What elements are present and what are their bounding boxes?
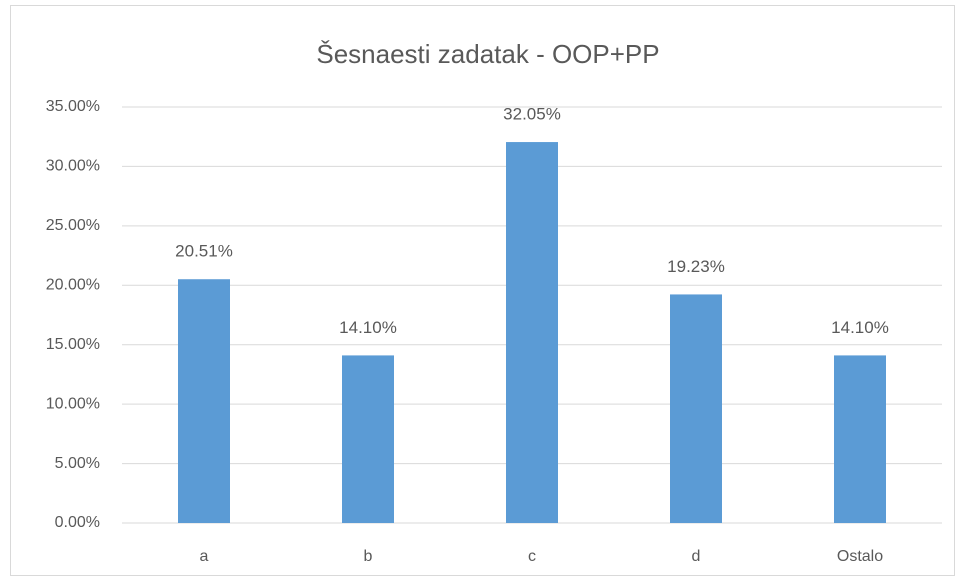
- bar: [506, 142, 558, 523]
- bar: [670, 294, 722, 523]
- chart-border: [10, 5, 955, 576]
- x-tick-label: d: [692, 548, 701, 565]
- y-tick-label: 0.00%: [55, 514, 100, 531]
- y-tick-label: 20.00%: [46, 277, 100, 294]
- y-tick-label: 35.00%: [46, 98, 100, 115]
- y-tick-label: 30.00%: [46, 158, 100, 175]
- value-label: 20.51%: [175, 242, 233, 261]
- bar: [178, 279, 230, 523]
- value-label: 19.23%: [667, 257, 725, 276]
- value-label: 14.10%: [339, 318, 397, 337]
- x-tick-label: a: [200, 548, 209, 565]
- chart-title: Šesnaesti zadatak - OOP+PP: [316, 39, 659, 69]
- x-tick-label: c: [528, 548, 536, 565]
- bar: [834, 355, 886, 523]
- y-tick-label: 10.00%: [46, 395, 100, 412]
- value-label: 32.05%: [503, 105, 561, 124]
- value-label: 14.10%: [831, 318, 889, 337]
- y-tick-label: 25.00%: [46, 217, 100, 234]
- x-tick-label: b: [364, 548, 373, 565]
- bar: [342, 355, 394, 523]
- x-tick-label: Ostalo: [837, 548, 883, 565]
- y-tick-label: 5.00%: [55, 455, 100, 472]
- y-tick-label: 15.00%: [46, 336, 100, 353]
